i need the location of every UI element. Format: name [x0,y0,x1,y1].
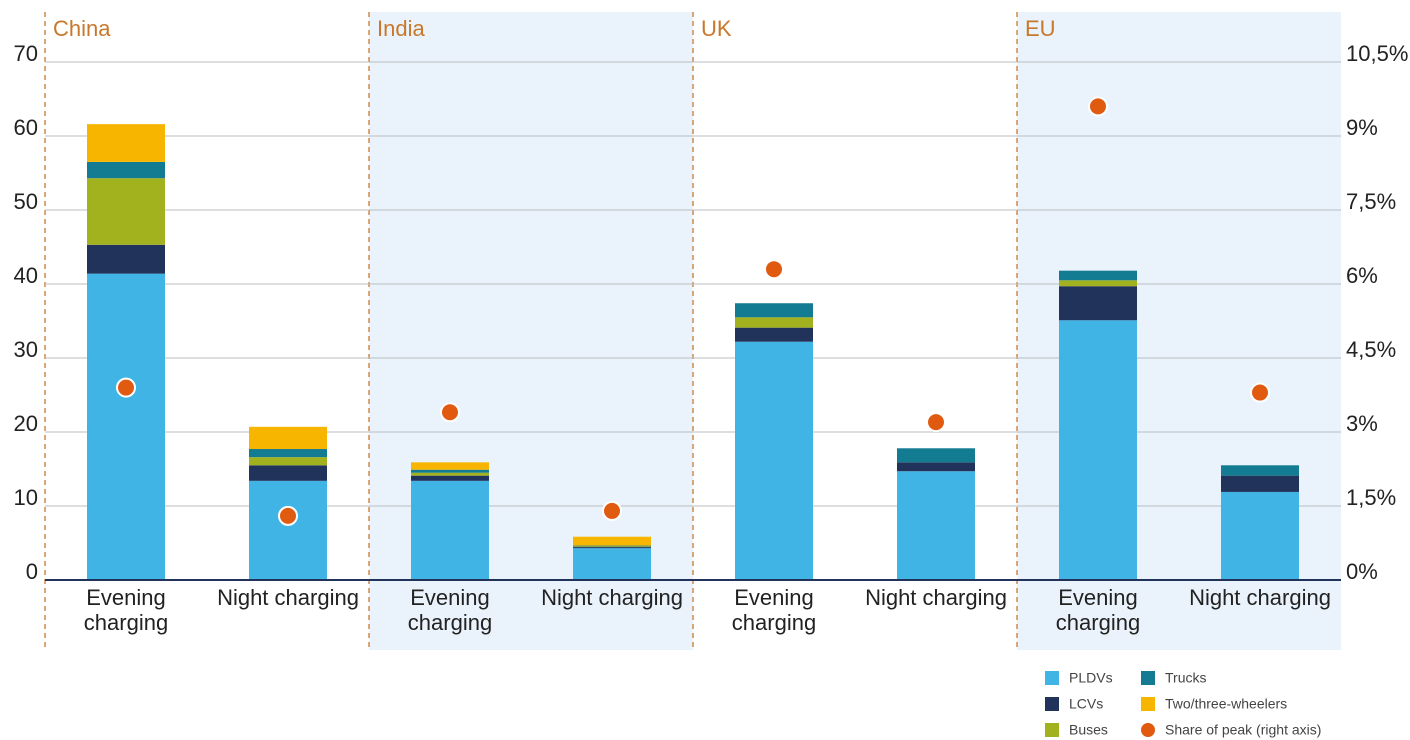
group-label: EU [1025,16,1056,41]
y-tick-label: 20 [14,411,38,436]
share-dot [278,505,298,526]
y2-tick-label: 10,5% [1346,41,1408,66]
bar-segment [249,426,327,450]
y-tick-label: 10 [14,485,38,510]
y-tick-label: 70 [14,41,38,66]
legend-swatch [1141,723,1155,737]
bar-segment [1059,280,1137,287]
legend-label: Share of peak (right axis) [1165,722,1321,738]
bar-segment [735,317,813,328]
group-label: India [377,16,425,41]
x-tick-label: Evening charging [731,585,817,635]
x-tick-label: Evening charging [83,585,169,635]
y-tick-label: 30 [14,337,38,362]
bar-segment [249,465,327,481]
legend-label: Trucks [1165,670,1206,686]
bar-segment [411,469,489,473]
legend-swatch [1045,671,1059,685]
group-label: China [53,16,111,41]
share-dot [116,377,136,398]
y-tick-label: 60 [14,115,38,140]
bar-segment [87,124,165,162]
bar-segment [411,480,489,580]
share-dot [1250,382,1270,403]
bar-segment [1059,320,1137,580]
x-tick-label: Evening charging [407,585,493,635]
bar-segment [573,545,651,547]
share-dot [440,402,460,423]
x-tick-label: Night charging [217,585,359,610]
bar-segment [735,341,813,580]
y2-tick-label: 4,5% [1346,337,1396,362]
bar-segment [573,546,651,548]
bar-segment [1221,491,1299,580]
y2-tick-label: 9% [1346,115,1378,140]
legend-swatch [1045,723,1059,737]
bar-segment [897,462,975,472]
x-tick-label: Night charging [1189,585,1331,610]
bar-segment [735,303,813,318]
share-dot [764,259,784,280]
bar-segment [735,327,813,342]
bar-segment [573,547,651,549]
y2-tick-label: 0% [1346,559,1378,584]
y-tick-label: 50 [14,189,38,214]
y2-tick-label: 6% [1346,263,1378,288]
share-dot [1088,96,1108,117]
x-tick-label: Evening charging [1055,585,1141,635]
bar-segment [1221,465,1299,476]
legend-label: PLDVs [1069,670,1113,686]
legend-label: Buses [1069,722,1108,738]
share-dot [602,500,622,521]
bar-segment [249,480,327,580]
y-tick-label: 0 [26,559,38,584]
y2-tick-label: 7,5% [1346,189,1396,214]
legend-label: Two/three-wheelers [1165,696,1287,712]
bar-segment [897,448,975,463]
bar-segment [87,273,165,580]
bar-segment [573,548,651,580]
legend-label: LCVs [1069,696,1103,712]
bar-segment [411,462,489,470]
bar-segment [249,449,327,458]
y2-tick-label: 1,5% [1346,485,1396,510]
bar-segment [411,475,489,481]
y-tick-label: 40 [14,263,38,288]
x-tick-label: Night charging [865,585,1007,610]
legend-swatch [1141,671,1155,685]
legend-swatch [1141,697,1155,711]
group-label: UK [701,16,732,41]
bar-segment [249,457,327,466]
bar-segment [897,471,975,580]
bar-segment [1059,270,1137,281]
share-dot [926,412,946,433]
bar-segment [87,161,165,179]
bar-segment [87,244,165,274]
y2-tick-label: 3% [1346,411,1378,436]
bar-segment [411,472,489,476]
bar-segment [87,178,165,245]
bar-segment [1059,286,1137,321]
legend-swatch [1045,697,1059,711]
bar-segment [1221,475,1299,492]
bar-segment [573,536,651,546]
x-tick-label: Night charging [541,585,683,610]
